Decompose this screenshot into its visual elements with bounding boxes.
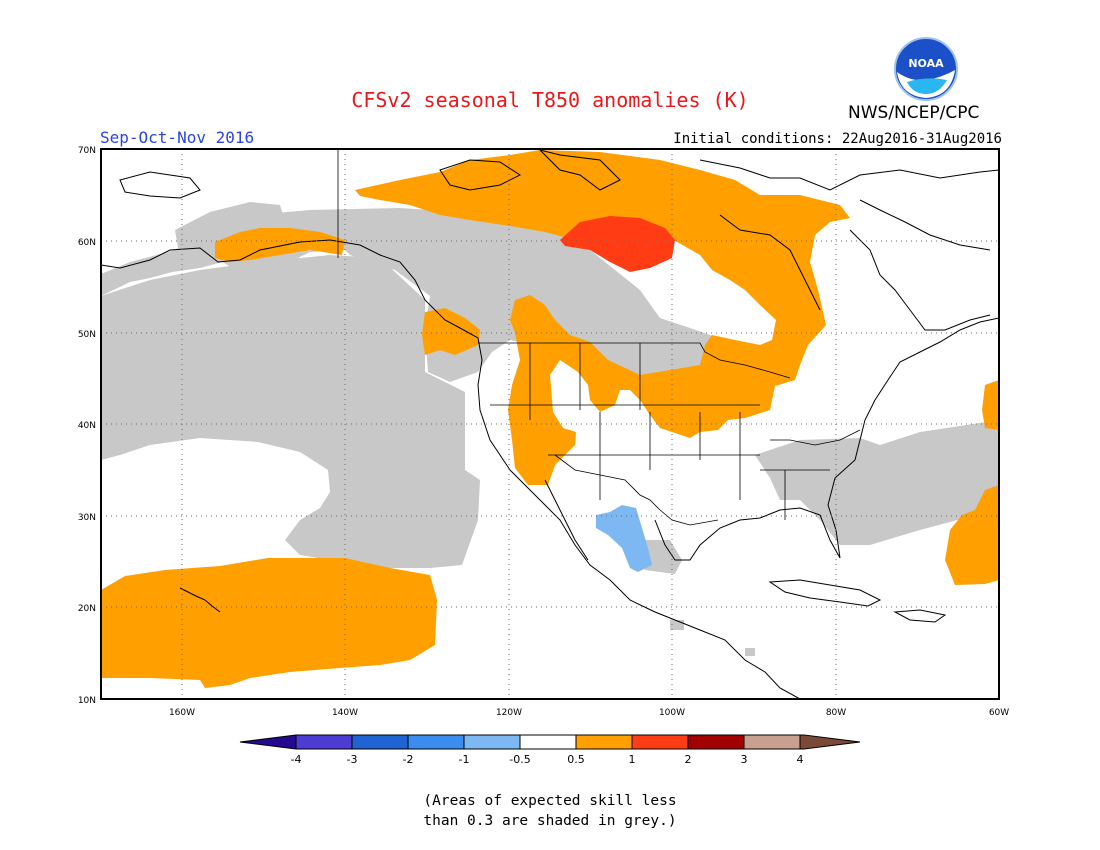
lon-label: 80W <box>826 708 846 718</box>
legend-swatch-low-arrow <box>240 735 296 749</box>
legend-swatch-high-arrow <box>800 735 860 749</box>
season-label: Sep-Oct-Nov 2016 <box>100 128 255 147</box>
latitude-labels: 70N 60N 50N 40N 30N 20N 10N <box>78 146 96 706</box>
legend-swatch <box>744 735 800 749</box>
lat-label: 40N <box>78 421 96 431</box>
logo-text: NOAA <box>908 57 944 70</box>
skill-note-line: (Areas of expected skill less <box>423 793 677 809</box>
legend-tick: 4 <box>797 753 804 766</box>
legend-tick: -3 <box>347 753 358 766</box>
cool-anomaly-area <box>596 505 652 572</box>
legend-tick: 1 <box>629 753 636 766</box>
legend-tick: -0.5 <box>509 753 530 766</box>
legend-swatch <box>408 735 464 749</box>
lat-label: 20N <box>78 604 96 614</box>
lat-label: 30N <box>78 513 96 523</box>
legend-swatch <box>632 735 688 749</box>
color-scale-legend: -4 -3 -2 -1 -0.5 0.5 1 2 3 4 <box>239 734 861 766</box>
skill-note-line: than 0.3 are shaded in grey.) <box>423 813 677 829</box>
strong-warm-anomaly-area <box>560 216 675 272</box>
graticule <box>101 149 999 699</box>
legend-swatch <box>296 735 352 749</box>
lat-label: 60N <box>78 238 96 248</box>
lon-label: 160W <box>169 708 195 718</box>
noaa-logo: NOAA <box>894 37 958 101</box>
legend-tick: -4 <box>291 753 302 766</box>
lon-label: 60W <box>989 708 1009 718</box>
legend-tick: 2 <box>685 753 692 766</box>
agency-label: NWS/NCEP/CPC <box>848 103 980 123</box>
lon-label: 100W <box>659 708 685 718</box>
political-borders <box>337 150 861 526</box>
legend-tick: 0.5 <box>567 753 585 766</box>
legend-swatch <box>352 735 408 749</box>
lon-label: 140W <box>332 708 358 718</box>
lat-label: 10N <box>78 696 96 706</box>
map-frame <box>100 148 1000 700</box>
lon-label: 120W <box>496 708 522 718</box>
lat-label: 50N <box>78 330 96 340</box>
initial-conditions-label: Initial conditions: 22Aug2016-31Aug2016 <box>673 131 1002 147</box>
legend-swatch <box>520 735 576 749</box>
skill-note: (Areas of expected skill less than 0.3 a… <box>0 791 1100 831</box>
legend-tick: -1 <box>459 753 470 766</box>
map-title: CFSv2 seasonal T850 anomalies (K) <box>351 88 749 112</box>
legend-tick: 3 <box>741 753 748 766</box>
legend-swatch <box>576 735 632 749</box>
legend-tick: -2 <box>403 753 414 766</box>
lat-label: 70N <box>78 146 96 156</box>
legend-swatch <box>688 735 744 749</box>
longitude-labels: 160W 140W 120W 100W 80W 60W <box>169 708 1009 718</box>
legend-swatch <box>464 735 520 749</box>
